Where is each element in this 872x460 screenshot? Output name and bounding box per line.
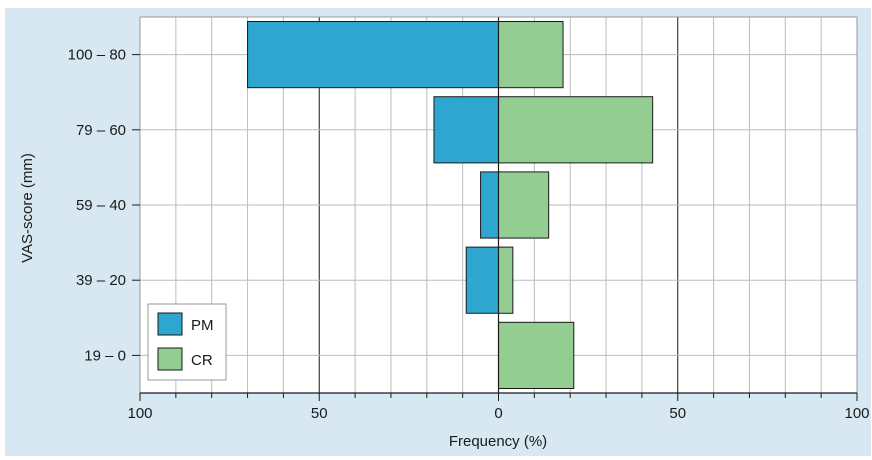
bar-cr-1 xyxy=(498,96,654,164)
x-tick-label: 100 xyxy=(844,405,869,422)
bar-cr-4 xyxy=(498,321,575,389)
y-tick-label: 79 – 60 xyxy=(76,122,126,139)
x-tick-label: 50 xyxy=(311,405,328,422)
x-tick-label: 50 xyxy=(669,405,686,422)
y-tick-label: 59 – 40 xyxy=(76,197,126,214)
x-axis-title: Frequency (%) xyxy=(449,433,547,450)
tick-labels: 100 50 0 50 100 100 – 80 79 – 60 59 – 40 39 – 20… xyxy=(68,47,870,422)
legend: PM CR xyxy=(147,303,227,381)
bar-pm-2 xyxy=(480,171,500,239)
legend-label-cr: CR xyxy=(191,352,213,369)
x-tick-label: 0 xyxy=(494,405,502,422)
bar-cr-2 xyxy=(498,171,550,239)
bar-cr-0 xyxy=(498,21,564,89)
x-tick-label: 100 xyxy=(127,405,152,422)
bar-cr-3 xyxy=(498,246,514,314)
legend-swatch-pm xyxy=(157,312,183,336)
bars xyxy=(247,21,654,389)
legend-swatch-cr xyxy=(157,347,183,371)
y-tick-label: 19 – 0 xyxy=(84,347,126,364)
legend-label-pm: PM xyxy=(191,317,214,334)
bar-pm-0 xyxy=(247,21,499,89)
y-axis-title: VAS-score (mm) xyxy=(19,153,36,263)
y-tick-label: 100 – 80 xyxy=(68,47,126,64)
y-tick-label: 39 – 20 xyxy=(76,272,126,289)
bar-pm-3 xyxy=(465,246,499,314)
bar-pm-1 xyxy=(433,96,499,164)
